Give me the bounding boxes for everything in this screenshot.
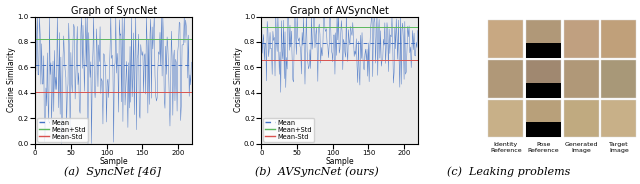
Title: Graph of SyncNet: Graph of SyncNet [70,6,157,16]
Legend: Mean, Mean+Std, Mean-Std: Mean, Mean+Std, Mean-Std [37,118,88,141]
Text: Pose
Reference: Pose Reference [527,142,559,153]
Text: Target
Image: Target Image [609,142,628,153]
Mean-Std [31,91,39,93]
Bar [488,60,524,98]
Text: Generated
Image: Generated Image [564,142,598,153]
Title: Graph of AVSyncNet: Graph of AVSyncNet [291,6,389,16]
Mean+Std [32,38,40,40]
Text: (c)  Leaking problems: (c) Leaking problems [447,166,570,177]
X-axis label: Sample: Sample [326,157,354,166]
X-axis label: Sample: Sample [99,157,128,166]
Text: (a)  SyncNet [46]: (a) SyncNet [46] [63,166,161,177]
Bar [564,20,598,58]
Bar [526,83,561,98]
Bar [488,20,524,58]
Bar [602,60,636,98]
Bar [564,100,598,137]
Bar [602,100,636,137]
Mean [259,42,266,44]
Bar [526,122,561,137]
Bar [564,60,598,98]
Bar [526,60,561,98]
Bar [602,20,636,58]
Mean-Std [32,91,40,93]
Mean+Std [259,26,266,28]
Y-axis label: Cosine Similarity: Cosine Similarity [7,48,16,112]
Bar [488,100,524,137]
Bar [526,43,561,58]
Legend: Mean, Mean+Std, Mean-Std: Mean, Mean+Std, Mean-Std [264,118,314,141]
Mean [31,64,39,67]
Mean [258,42,266,44]
Bar [526,20,561,58]
Text: Identity
Reference: Identity Reference [490,142,522,153]
Mean+Std [31,38,39,40]
Bar [526,100,561,137]
Y-axis label: Cosine Similarity: Cosine Similarity [234,48,243,112]
Text: (b)  AVSyncNet (ours): (b) AVSyncNet (ours) [255,166,379,177]
Mean [32,64,40,67]
Mean-Std [258,59,266,61]
Mean-Std [259,59,266,61]
Mean+Std [258,26,266,28]
